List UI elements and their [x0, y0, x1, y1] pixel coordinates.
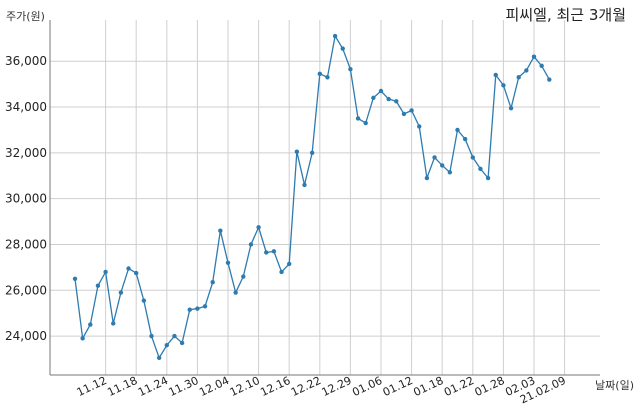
data-point: [417, 124, 422, 129]
x-tick-label: 12.22: [289, 374, 323, 399]
data-point: [126, 266, 131, 271]
data-point: [256, 225, 261, 230]
data-point: [501, 83, 506, 88]
data-point: [508, 105, 514, 111]
y-axis-label: 주가(원): [6, 10, 45, 23]
data-point: [172, 333, 177, 339]
y-tick-label: 32,000: [5, 146, 47, 160]
data-point: [363, 120, 368, 126]
x-tick-label: 11.18: [105, 374, 139, 399]
data-point: [95, 283, 101, 288]
data-point: [531, 54, 537, 59]
data-point: [141, 298, 147, 303]
data-point: [111, 321, 116, 326]
y-tick-label: 26,000: [5, 283, 47, 297]
data-point: [539, 63, 544, 69]
data-point: [386, 96, 391, 102]
data-point: [264, 250, 269, 255]
y-tick-label: 30,000: [5, 192, 47, 206]
series-line: [74, 34, 550, 360]
data-point: [340, 46, 345, 51]
x-tick-label: 12.04: [197, 374, 231, 399]
x-tick-label: 01.12: [381, 374, 415, 399]
x-tick-label: 11.24: [136, 374, 170, 399]
data-point: [394, 99, 399, 104]
x-tick-label: 12.10: [228, 374, 262, 399]
data-point: [218, 228, 223, 233]
data-point: [309, 150, 315, 156]
data-point: [294, 149, 300, 154]
data-point: [493, 72, 498, 78]
data-point: [202, 304, 208, 309]
data-point: [80, 336, 85, 341]
x-tick-label: 12.29: [320, 374, 354, 399]
data-point: [72, 276, 78, 282]
y-tick-label: 24,000: [5, 329, 47, 343]
x-tick-label: 01.22: [442, 374, 476, 399]
data-point: [248, 242, 254, 247]
data-point: [118, 290, 124, 295]
data-point: [103, 269, 108, 275]
x-axis-label: 날짜(일): [595, 379, 634, 392]
data-point: [348, 67, 353, 72]
x-tick-label: 01.18: [411, 374, 445, 399]
data-point: [164, 343, 169, 348]
data-point: [210, 280, 215, 285]
x-tick-label: 11.30: [167, 374, 201, 399]
data-point: [241, 274, 246, 279]
data-point: [424, 175, 430, 181]
data-point: [233, 290, 238, 295]
data-point: [225, 260, 231, 265]
data-point: [401, 111, 407, 117]
data-point: [371, 95, 376, 101]
data-point: [317, 71, 322, 77]
chart-title: 피씨엘, 최근 3개월: [505, 6, 626, 24]
data-point: [524, 68, 529, 73]
data-point: [462, 136, 468, 142]
data-point: [455, 127, 460, 133]
data-point: [470, 155, 475, 160]
data-point: [195, 306, 200, 311]
data-point: [447, 170, 453, 175]
data-point: [88, 322, 93, 327]
data-point: [134, 270, 139, 276]
data-point: [516, 75, 521, 80]
data-point: [409, 108, 414, 113]
data-point: [432, 155, 437, 160]
x-tick-label: 11.12: [75, 374, 109, 399]
y-tick-label: 36,000: [5, 54, 47, 68]
data-point: [149, 333, 154, 339]
data-point: [478, 166, 483, 172]
data-point: [332, 33, 338, 39]
data-point: [271, 249, 277, 254]
data-point: [279, 269, 284, 275]
data-point: [355, 116, 361, 121]
data-point: [378, 88, 384, 94]
data-point: [485, 175, 491, 181]
x-tick-label: 12.16: [258, 374, 292, 399]
x-tick-label: 01.06: [350, 374, 384, 399]
data-point: [547, 77, 552, 82]
data-point: [287, 261, 292, 267]
data-point: [156, 355, 162, 361]
data-point: [179, 340, 185, 346]
y-tick-label: 34,000: [5, 100, 47, 114]
data-point: [302, 182, 307, 188]
y-tick-label: 28,000: [5, 237, 47, 251]
x-tick-label: 01.28: [473, 374, 507, 399]
data-point: [325, 75, 330, 80]
data-point: [187, 307, 192, 312]
data-point: [440, 163, 445, 168]
